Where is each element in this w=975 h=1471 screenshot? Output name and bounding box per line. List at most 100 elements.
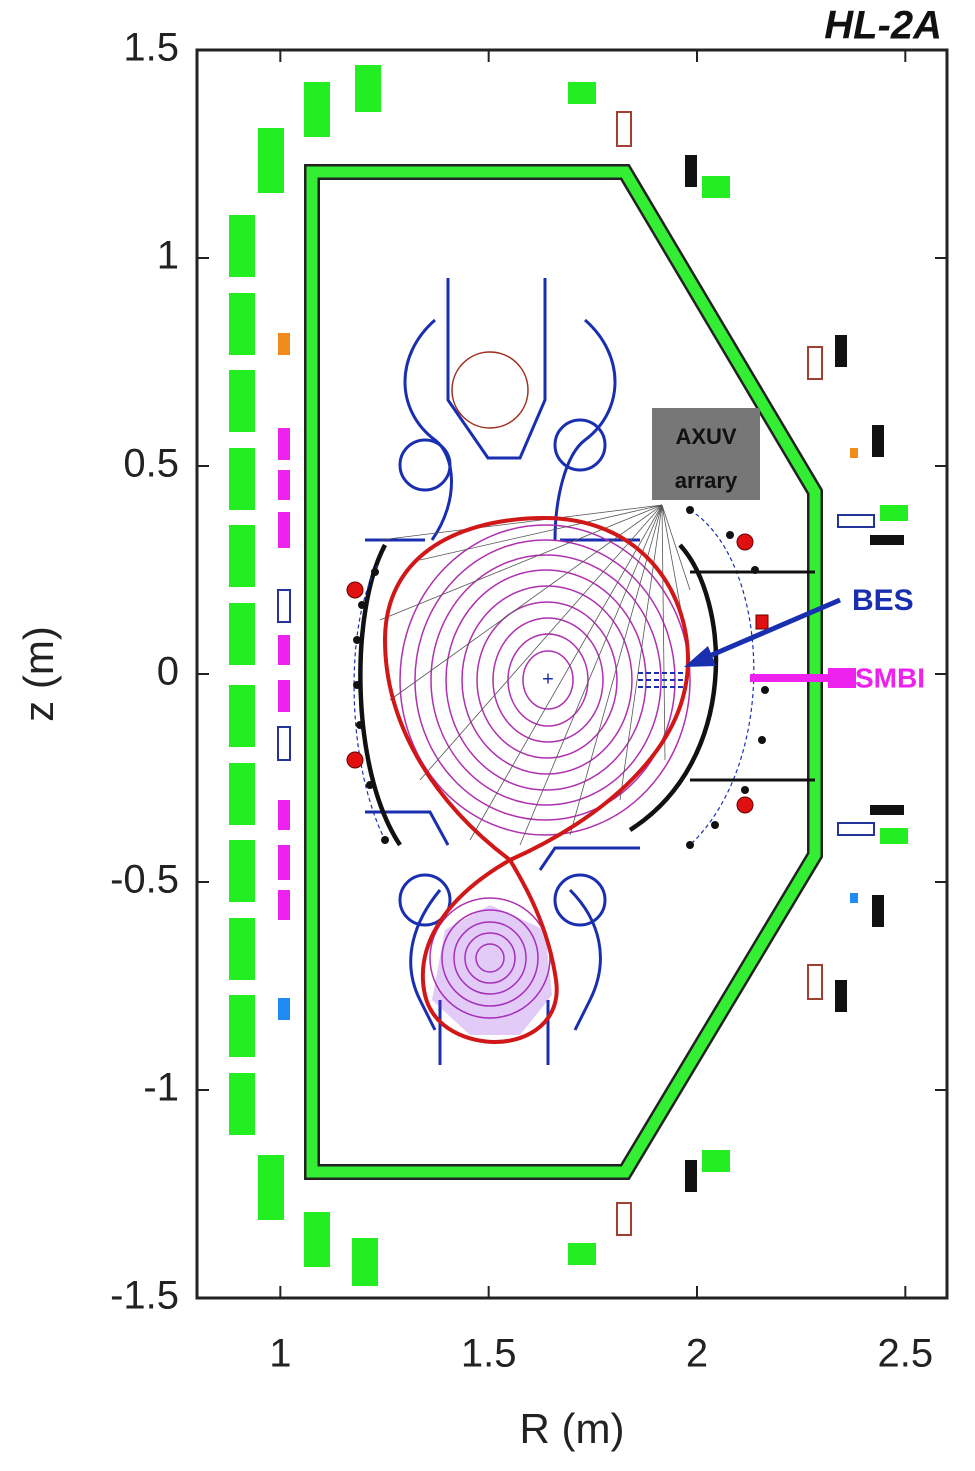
magnetic-probes	[278, 680, 290, 712]
red-markers	[346, 581, 364, 599]
axuv-chords	[519, 504, 663, 846]
divertor	[553, 418, 607, 472]
axuv-chords	[569, 504, 663, 836]
separatrix	[382, 515, 691, 1045]
flux-loops	[277, 726, 291, 761]
black-coils	[835, 980, 847, 1012]
red-markers	[346, 751, 364, 769]
y-tick-label: 1	[157, 234, 179, 278]
probe-points	[758, 736, 766, 744]
small-coils	[850, 893, 858, 903]
black-coils	[872, 425, 884, 457]
small-coils	[850, 448, 858, 458]
pf-coils	[304, 1212, 330, 1267]
axuv-chords	[661, 504, 691, 591]
flux-surfaces	[441, 909, 539, 1007]
flux-loops	[277, 514, 875, 836]
probe-points	[761, 686, 769, 694]
y-tick-label: -1	[143, 1066, 179, 1110]
pf-coils	[229, 603, 255, 665]
brown-coils	[807, 346, 823, 380]
axuv-chords	[419, 504, 663, 561]
divertor	[568, 888, 602, 1031]
divertor-plasma	[432, 905, 552, 1035]
axuv-chords	[661, 504, 666, 761]
magnetic-probes	[278, 635, 290, 665]
flux-loops	[277, 589, 291, 623]
pf-coils	[229, 215, 255, 277]
x-tick-label: 1	[269, 1332, 291, 1376]
divertor	[538, 846, 640, 871]
axuv-chords	[469, 504, 663, 841]
probe-points	[366, 781, 374, 789]
pf-coils	[229, 995, 255, 1057]
magnetic-probes	[278, 470, 290, 500]
flux-surfaces	[430, 554, 662, 806]
black-coils	[685, 155, 904, 1192]
port-lines	[690, 570, 815, 782]
pf-coils	[568, 82, 596, 104]
coil	[451, 351, 529, 429]
black-coils	[870, 535, 904, 545]
divertor	[398, 438, 452, 492]
axuv-chords	[389, 504, 663, 701]
y-tick-label: -1.5	[110, 1274, 179, 1318]
flux-surfaces	[476, 601, 618, 759]
small-coils	[278, 333, 290, 355]
flux-surfaces	[475, 943, 505, 973]
flux-surfaces	[399, 524, 691, 836]
flux-surfaces	[522, 650, 574, 710]
probe-points	[381, 836, 389, 844]
pf-coils	[229, 685, 255, 747]
pf-coils	[568, 1243, 596, 1265]
black-coils	[870, 805, 904, 815]
pf-coils	[229, 918, 255, 980]
pf-coils	[229, 525, 255, 587]
axuv-label: arrary	[675, 468, 738, 493]
pf-coils	[258, 128, 284, 193]
magnetic-probes	[278, 428, 290, 460]
black-coils	[835, 335, 847, 367]
magnetic-probes	[278, 512, 290, 548]
flux-surfaces	[464, 932, 516, 984]
axuv-chords	[379, 504, 663, 541]
pf-coils	[702, 176, 730, 198]
probe-points	[356, 721, 364, 729]
flux-loops	[837, 514, 875, 528]
smbi-label: SMBI	[855, 662, 925, 693]
pf-coils	[229, 370, 255, 432]
y-tick-label: 0	[157, 650, 179, 694]
magnetic-probes	[278, 800, 290, 830]
brown-coils	[616, 111, 632, 147]
probe-points	[686, 841, 694, 849]
bes-label: BES	[852, 584, 914, 617]
flux-surfaces	[492, 617, 604, 743]
axuv-box	[652, 408, 760, 500]
red-markers	[755, 614, 769, 630]
x-tick-label: 2.5	[878, 1332, 934, 1376]
flux-surfaces	[453, 921, 527, 995]
brown-coils	[616, 111, 823, 1236]
pf-coils	[229, 65, 908, 1286]
pf-coils	[702, 1150, 730, 1172]
pf-coils	[880, 828, 908, 844]
pf-coils	[880, 505, 908, 521]
y-tick-label: -0.5	[110, 858, 179, 902]
red-markers	[346, 533, 769, 814]
small-coils	[278, 333, 858, 1020]
divertor	[365, 810, 450, 846]
probe-points	[741, 786, 749, 794]
flux-surfaces	[461, 585, 633, 775]
pf-coils	[229, 840, 255, 902]
x-axis-label: R (m)	[520, 1405, 625, 1452]
axis-marker: +	[542, 668, 554, 690]
divertor	[553, 873, 607, 927]
pf-coils	[229, 448, 255, 510]
y-tick-label: 0.5	[123, 442, 179, 486]
probe-points	[711, 821, 719, 829]
vessel	[306, 166, 821, 1178]
x-tick-label: 2	[686, 1332, 708, 1376]
axuv-chords	[619, 504, 663, 801]
